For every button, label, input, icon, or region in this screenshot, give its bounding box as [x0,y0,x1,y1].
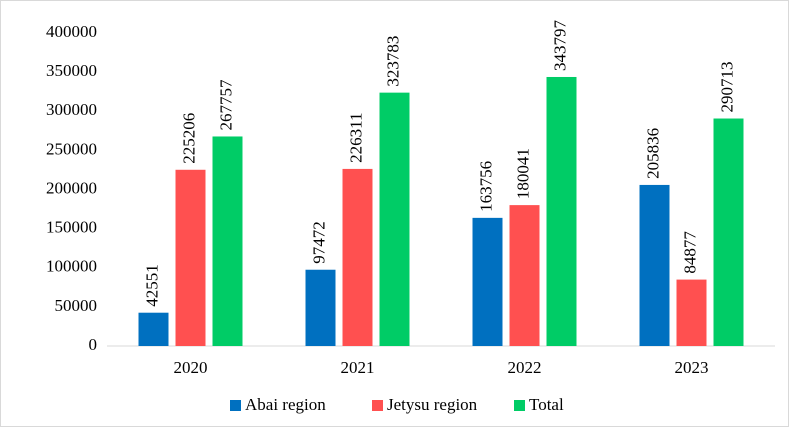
y-tick-label: 400000 [46,22,97,41]
y-tick-label: 300000 [46,100,97,119]
bar [212,136,243,346]
bar [676,279,707,346]
y-tick-label: 0 [89,335,98,354]
bar [175,169,206,346]
value-label: 267757 [216,79,235,131]
bar [639,184,670,346]
value-label: 290713 [717,62,736,113]
y-tick-label: 100000 [46,257,97,276]
legend-label: Total [529,395,564,414]
value-label: 180041 [513,148,532,199]
value-label: 323783 [383,36,402,87]
bar [305,269,336,346]
legend-label: Abai region [245,395,326,414]
bar [138,312,169,346]
bar [472,217,503,346]
value-label: 97472 [309,221,328,264]
y-tick-label: 150000 [46,218,97,237]
value-label: 163756 [476,161,495,212]
x-tick-label: 2023 [675,358,709,377]
value-label: 84877 [680,231,699,274]
y-tick-label: 350000 [46,61,97,80]
y-tick-label: 200000 [46,178,97,197]
value-label: 42551 [142,264,161,307]
x-tick-label: 2022 [508,358,542,377]
legend-label: Jetysu region [387,395,478,414]
bar [509,205,540,346]
value-label: 225206 [179,113,198,164]
y-tick-label: 50000 [55,296,98,315]
y-tick-label: 250000 [46,139,97,158]
legend-swatch [230,400,241,411]
x-tick-label: 2020 [174,358,208,377]
legend-swatch [372,400,383,411]
value-label: 226311 [346,113,365,163]
bar [379,92,410,346]
bar [713,118,744,346]
legend-swatch [514,400,525,411]
bar [546,76,577,346]
x-tick-label: 2021 [341,358,375,377]
value-label: 343797 [550,19,569,71]
value-label: 205836 [643,128,662,179]
bar [342,168,373,346]
